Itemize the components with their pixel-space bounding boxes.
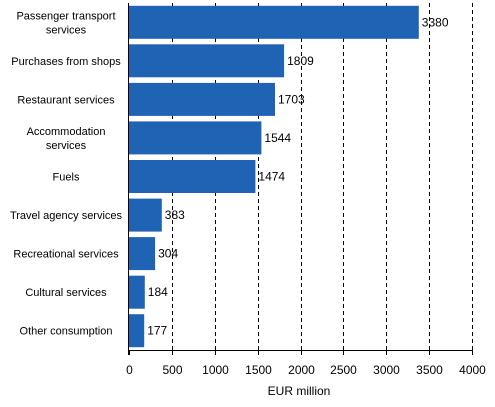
x-tick-label: 1500	[245, 363, 272, 377]
category-label: Purchases from shops	[11, 56, 121, 68]
axes	[128, 3, 473, 355]
value-label: 304	[158, 247, 178, 261]
bar	[129, 121, 262, 155]
x-tick-label: 500	[162, 363, 182, 377]
bar	[129, 160, 256, 193]
category-label: Cultural services	[25, 287, 107, 299]
x-axis-title: EUR million	[268, 384, 331, 398]
x-tick-label: 2500	[330, 363, 357, 377]
x-tick-label: 1000	[202, 363, 229, 377]
x-tick-label: 3500	[416, 363, 443, 377]
value-label: 3380	[422, 15, 449, 29]
bars	[129, 5, 419, 348]
value-label: 1474	[258, 170, 285, 184]
bar	[129, 198, 162, 232]
x-tick-label: 0	[126, 363, 133, 377]
value-label: 184	[148, 285, 168, 299]
bar	[129, 314, 145, 348]
x-tick-label: 3000	[373, 363, 400, 377]
bar	[129, 237, 156, 271]
x-tick-label: 2000	[288, 363, 315, 377]
bar	[129, 275, 145, 309]
value-label: 1544	[264, 131, 291, 145]
category-label: Accommodation services	[27, 126, 106, 152]
bar	[129, 82, 275, 116]
category-label: Fuels	[53, 172, 80, 184]
category-label: Passenger transport services	[16, 10, 115, 36]
x-tick-labels: 0 500 1000 1500 2000 2500 3000 3500 4000	[126, 363, 486, 377]
x-tick-label: 4000	[459, 363, 486, 377]
value-label: 177	[147, 324, 167, 338]
bar	[129, 5, 419, 39]
category-label: Travel agency services	[10, 210, 123, 222]
category-label: Other consumption	[20, 326, 113, 338]
value-label: 1809	[287, 54, 314, 68]
value-label: 383	[165, 208, 185, 222]
category-label: Recreational services	[13, 249, 119, 261]
category-labels: Passenger transport services Purchases fro…	[10, 10, 123, 337]
bar	[129, 44, 285, 78]
value-labels: 3380 1809 1703 1544 1474 383 304 184 177	[147, 15, 449, 337]
category-label: Restaurant services	[17, 94, 115, 106]
value-label: 1703	[278, 92, 305, 106]
